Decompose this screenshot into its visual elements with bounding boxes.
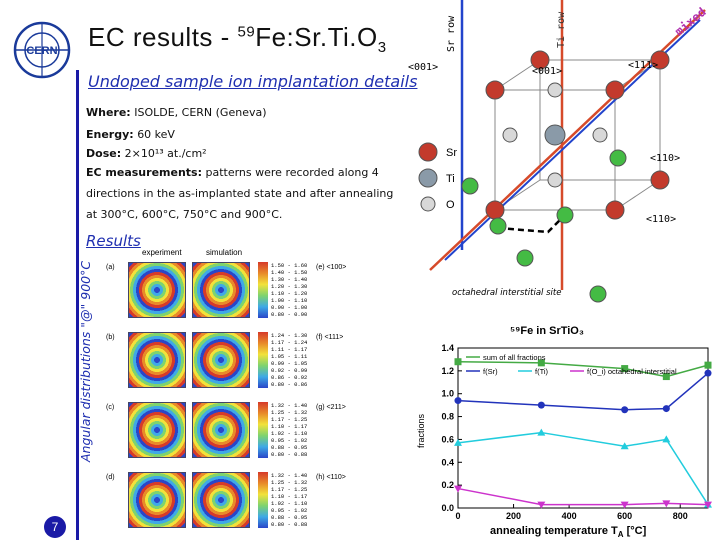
legend-o: O — [446, 199, 455, 211]
series-line — [457, 487, 709, 506]
series-point — [537, 401, 545, 409]
x-tick-label: 0 — [455, 511, 460, 521]
series-point — [454, 397, 462, 405]
octahedral-site-label: octahedral interstitial site — [452, 288, 562, 298]
crystal-structure-diagram — [418, 0, 706, 303]
experiment-pattern — [128, 402, 186, 458]
dir-111-label: <111> — [628, 60, 659, 71]
page-subtitle: Undoped sample ion implantation details — [88, 72, 418, 91]
angular-distributions-panel: experiment simulation (a) 1.50 - 1.60 1.4… — [106, 248, 406, 536]
color-scale — [258, 472, 268, 528]
ti-row-label: Ti row — [556, 11, 567, 48]
simulation-pattern — [192, 472, 250, 528]
simulation-pattern — [192, 402, 250, 458]
simulation-pattern — [192, 332, 250, 388]
series-point — [620, 501, 629, 509]
color-scale — [258, 402, 268, 458]
y-axis-label: fractions — [416, 413, 426, 448]
angular-row-tag: (d) — [106, 474, 115, 481]
experiment-pattern — [128, 332, 186, 388]
dir-001-a-label: <001> — [408, 62, 439, 73]
col-simulation: simulation — [206, 248, 243, 257]
angular-direction-tag: (f) <111> — [316, 334, 344, 341]
simulation-pattern — [192, 262, 250, 318]
y-tick-label: 0.4 — [441, 457, 454, 467]
series-point — [704, 361, 712, 369]
col-experiment: experiment — [142, 248, 182, 257]
detail-dose: Dose: 2×10¹³ at./cm² — [86, 147, 207, 160]
left-sidebar — [0, 0, 78, 540]
legend-sr: Sr — [446, 147, 457, 159]
cern-logo-icon: CERN — [13, 21, 71, 79]
fractions-chart: ⁵⁹Fe in SrTiO₃ 0.0 0.2 0.4 0.6 0.8 1.0 1.2 1.4 0 2… — [410, 320, 715, 538]
y-tick-label: 0.2 — [441, 480, 454, 490]
series-point — [662, 435, 671, 443]
angular-direction-tag: (g) <211> — [316, 404, 346, 411]
left-rule — [76, 70, 79, 540]
color-scale-values: 1.50 - 1.60 1.40 - 1.50 1.30 - 1.40 1.20… — [271, 262, 308, 318]
dir-001-b-label: <001> — [532, 66, 563, 77]
series-point — [537, 501, 546, 509]
angular-row-tag: (a) — [106, 264, 115, 271]
angular-row-tag: (b) — [106, 334, 115, 341]
x-axis-label: annealing temperature TA [°C] — [490, 525, 647, 538]
series-point — [621, 406, 629, 414]
experiment-pattern — [128, 472, 186, 528]
series-point — [537, 359, 545, 367]
page-title: EC results - 59Fe:Sr.Ti.O3 — [88, 22, 387, 57]
page-number: 7 — [44, 516, 66, 538]
y-tick-label: 1.2 — [441, 366, 454, 376]
legend-label: f(Sr) — [483, 367, 498, 376]
angular-direction-tag: (h) <110> — [316, 474, 346, 481]
detail-energy: Energy: 60 keV — [86, 128, 175, 141]
legend-label: f(O_i) octahedral interstitial — [587, 367, 677, 376]
sr-row-label: Sr row — [446, 15, 457, 52]
angular-distributions-label: Angular distributions "@" 900°C — [78, 260, 93, 462]
results-heading: Results — [86, 232, 141, 250]
series-point — [621, 365, 629, 373]
x-tick-label: 600 — [617, 511, 632, 521]
color-scale — [258, 332, 268, 388]
angular-row-tag: (c) — [106, 404, 115, 411]
dir-110-b-label: <110> — [646, 214, 677, 225]
color-scale-values: 1.32 - 1.40 1.25 - 1.32 1.17 - 1.25 1.10… — [271, 472, 308, 528]
detail-where: Where: ISOLDE, CERN (Geneva) — [86, 106, 267, 119]
color-scale — [258, 262, 268, 318]
series-point — [704, 501, 712, 509]
x-tick-label: 800 — [673, 511, 688, 521]
y-tick-label: 0.6 — [441, 434, 454, 444]
series-line — [457, 431, 709, 505]
dir-110-a-label: <110> — [650, 153, 681, 164]
detail-measurements: EC measurements: patterns were recorded … — [86, 166, 379, 179]
legend-label: f(Ti) — [535, 367, 549, 376]
plot-frame — [457, 347, 709, 509]
color-scale-values: 1.32 - 1.40 1.25 - 1.32 1.17 - 1.25 1.10… — [271, 402, 308, 458]
legend-label: sum of all fractions — [483, 353, 546, 362]
series-point — [662, 373, 670, 381]
series-point — [454, 485, 462, 493]
series-point — [537, 428, 546, 436]
series-point — [454, 438, 462, 446]
series-point — [620, 442, 629, 450]
angular-direction-tag: (e) <100> — [316, 264, 347, 271]
experiment-pattern — [128, 262, 186, 318]
detail-measurements-line2: directions in the as-implanted state and… — [86, 187, 394, 200]
y-tick-label: 0.0 — [441, 503, 454, 513]
color-scale-values: 1.24 - 1.30 1.17 - 1.24 1.11 - 1.17 1.05… — [271, 332, 308, 388]
y-tick-label: 1.4 — [441, 343, 454, 353]
series-line — [457, 372, 709, 411]
svg-text:CERN: CERN — [26, 45, 57, 57]
series-point — [662, 405, 670, 413]
series-point — [454, 358, 462, 366]
series-point — [662, 500, 671, 508]
y-tick-label: 1.0 — [441, 389, 454, 399]
legend-ti: Ti — [446, 173, 455, 185]
detail-measurements-line3: at 300°C, 600°C, 750°C and 900°C. — [86, 208, 283, 221]
chart-title: ⁵⁹Fe in SrTiO₃ — [510, 325, 584, 337]
y-tick-label: 0.8 — [441, 412, 454, 422]
series-point — [704, 369, 712, 377]
x-tick-label: 200 — [506, 511, 521, 521]
x-tick-label: 400 — [562, 511, 577, 521]
